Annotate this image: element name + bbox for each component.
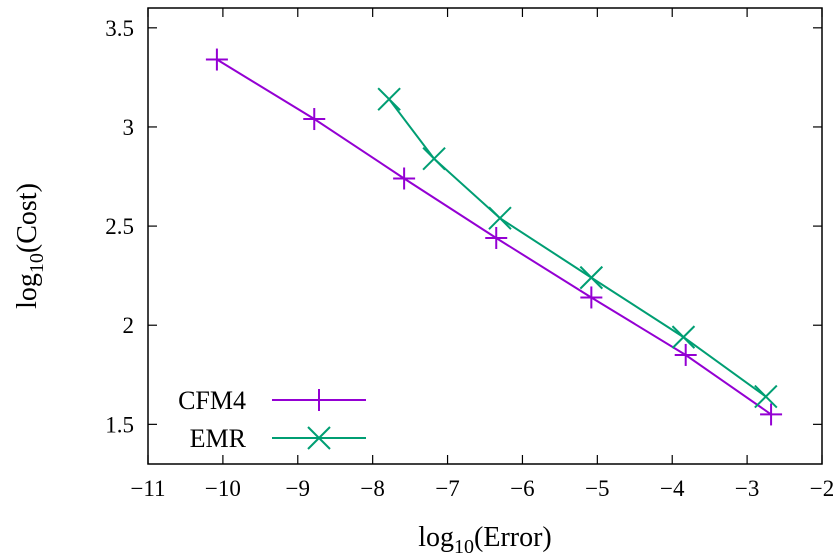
y-axis-label: log10(Cost) (12, 183, 48, 309)
legend-marker-cfm4 (308, 389, 330, 411)
y-tick-label: 2.5 (105, 214, 134, 239)
x-tick-label: −8 (360, 476, 384, 501)
point-cfm4 (393, 167, 416, 190)
series-line-cfm4 (216, 58, 772, 416)
point-emr (422, 146, 446, 171)
x-tick-label: −5 (585, 476, 609, 501)
point-emr-d2 (579, 265, 604, 290)
point-emr (579, 265, 604, 290)
series-line-emr (388, 98, 767, 398)
point-cfm4 (760, 403, 783, 426)
legend-marker-emr (307, 426, 331, 450)
point-cfm4 (674, 343, 697, 366)
y-tick-label: 3 (123, 115, 135, 140)
x-tick-label: −7 (435, 476, 459, 501)
legend-marker-emr-d2 (307, 426, 331, 450)
x-tick-label: −2 (810, 476, 834, 501)
x-tick-label: −6 (510, 476, 534, 501)
y-tick-label: 1.5 (105, 412, 134, 437)
point-emr (377, 87, 401, 111)
y-tick-label: 2 (123, 313, 135, 338)
x-axis-label: log10(Error) (418, 522, 552, 554)
y-tick-label: 3.5 (105, 16, 134, 41)
legend-label-emr: EMR (190, 424, 247, 453)
x-tick-label: −10 (205, 476, 241, 501)
x-tick-label: −9 (286, 476, 310, 501)
x-tick-label: −3 (735, 476, 759, 501)
point-cfm4 (485, 226, 508, 249)
point-cfm4 (303, 108, 326, 131)
point-emr (488, 206, 512, 230)
legend: CFM4 EMR (178, 386, 366, 453)
point-cfm4 (205, 48, 228, 71)
point-cfm4 (580, 286, 603, 309)
point-emr-d2 (377, 87, 401, 111)
point-emr (671, 325, 696, 349)
point-emr-d2 (422, 146, 446, 171)
plot-frame (147, 7, 823, 465)
point-emr (754, 384, 778, 409)
point-emr-d2 (754, 384, 778, 409)
x-tick-label: −11 (130, 476, 165, 501)
point-emr-d2 (671, 325, 696, 349)
x-tick-label: −4 (660, 476, 685, 501)
legend-label-cfm4: CFM4 (178, 386, 246, 415)
point-emr-d2 (488, 206, 512, 230)
